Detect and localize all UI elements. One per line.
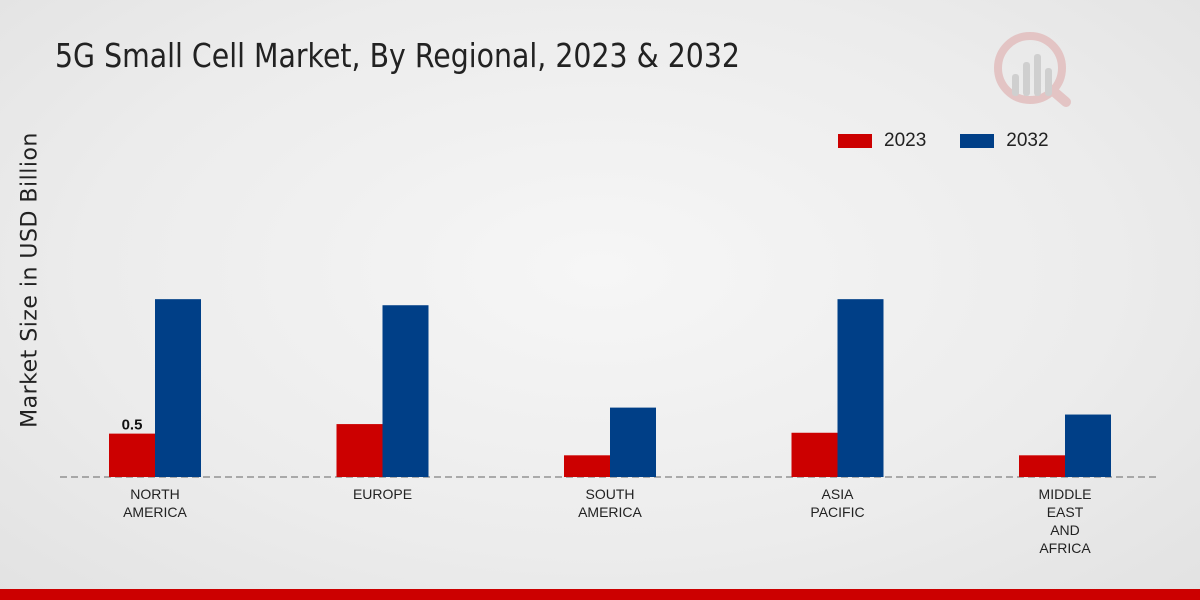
data-label-0: 0.5: [122, 417, 143, 434]
bar-2023-1: [336, 424, 383, 477]
x-tick-label-1: EUROPE: [353, 486, 412, 502]
bar-2023-4: [1019, 455, 1065, 477]
legend-label-2023: 2023: [884, 130, 927, 151]
legend-item-2032: 2032: [960, 130, 1049, 152]
x-tick-label-2: SOUTH AMERICA: [578, 486, 642, 520]
footer-accent-bar: [0, 589, 1200, 600]
bar-2032-4: [1065, 414, 1111, 477]
brand-logo-icon: [990, 28, 1076, 114]
legend-item-2023: 2023: [838, 130, 926, 152]
bar-2032-1: [382, 305, 429, 477]
bar-2023-2: [564, 455, 610, 477]
chart-title: 5G Small Cell Market, By Regional, 2023 …: [55, 36, 740, 75]
chart-legend: 2023 2032: [838, 130, 1083, 152]
bar-2032-2: [610, 407, 656, 477]
legend-swatch-2032: [960, 134, 995, 148]
legend-label-2032: 2032: [1006, 130, 1049, 151]
bar-2032-0: [155, 299, 201, 477]
x-tick-label-3: ASIA PACIFIC: [810, 486, 864, 520]
x-tick-label-0: NORTH AMERICA: [123, 486, 187, 520]
bar-2032-3: [837, 299, 884, 477]
legend-swatch-2023: [838, 134, 872, 148]
bar-2023-0: [109, 433, 155, 477]
bar-2023-3: [791, 432, 838, 477]
x-tick-label-4: MIDDLE EAST AND AFRICA: [1039, 486, 1092, 556]
